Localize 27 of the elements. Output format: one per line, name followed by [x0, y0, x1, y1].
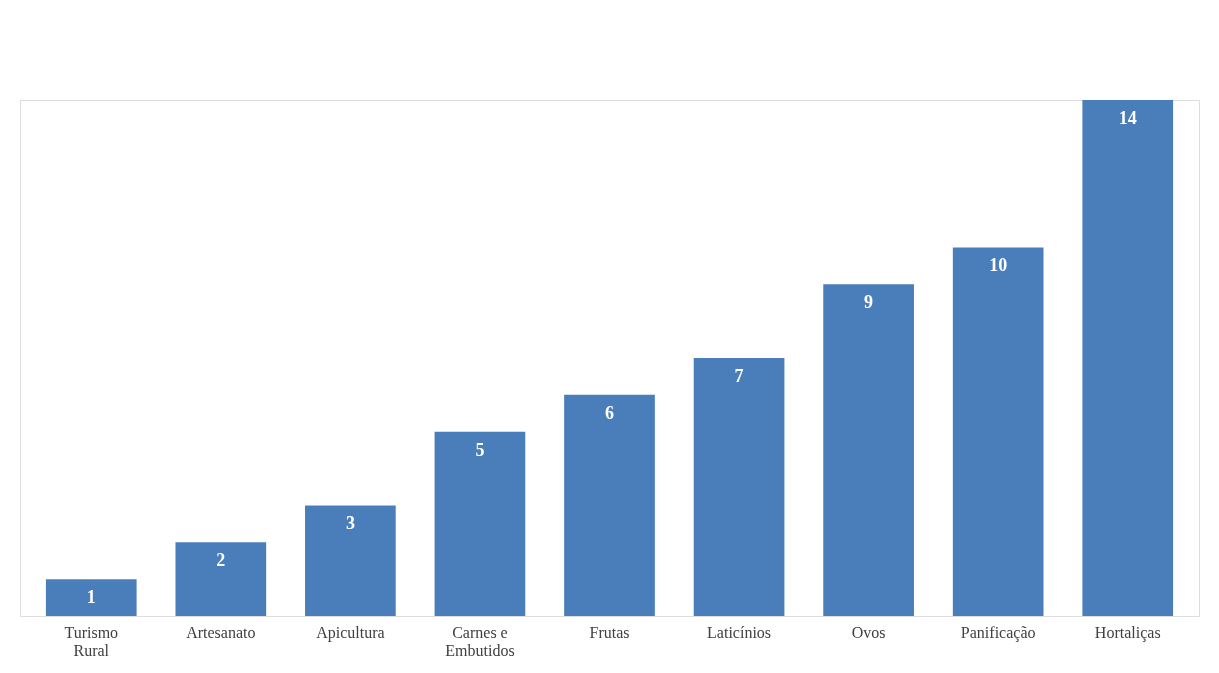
x-tick-label: Frutas [589, 623, 630, 641]
x-tick-label: Artesanato [186, 623, 256, 641]
x-tick-label: Turismo Rural [64, 623, 119, 659]
x-tick-label: Ovos [851, 623, 886, 641]
x-tick-label: Laticínios [707, 623, 772, 641]
x-tick-label: Panificação [960, 623, 1036, 642]
bar [693, 358, 785, 616]
data-label: 3 [345, 513, 355, 534]
bar [434, 431, 526, 616]
x-tick-label: Hortaliças [1094, 623, 1161, 642]
data-label: 1 [86, 587, 96, 608]
x-tick-label: Carnes e Embutidos [445, 623, 515, 659]
data-label: 10 [989, 255, 1008, 276]
bar [564, 394, 655, 616]
data-label: 14 [1118, 108, 1137, 128]
data-label: 7 [734, 366, 744, 386]
data-label: 9 [864, 292, 874, 313]
data-label: 5 [475, 439, 485, 460]
bar [1082, 100, 1174, 616]
data-label: 6 [605, 402, 614, 423]
bar [823, 284, 914, 616]
data-label: 2 [216, 550, 226, 571]
bar [45, 579, 137, 616]
bar [952, 247, 1044, 616]
x-tick-label: Apicultura [316, 623, 385, 642]
bar [175, 542, 267, 616]
bar [305, 505, 396, 616]
